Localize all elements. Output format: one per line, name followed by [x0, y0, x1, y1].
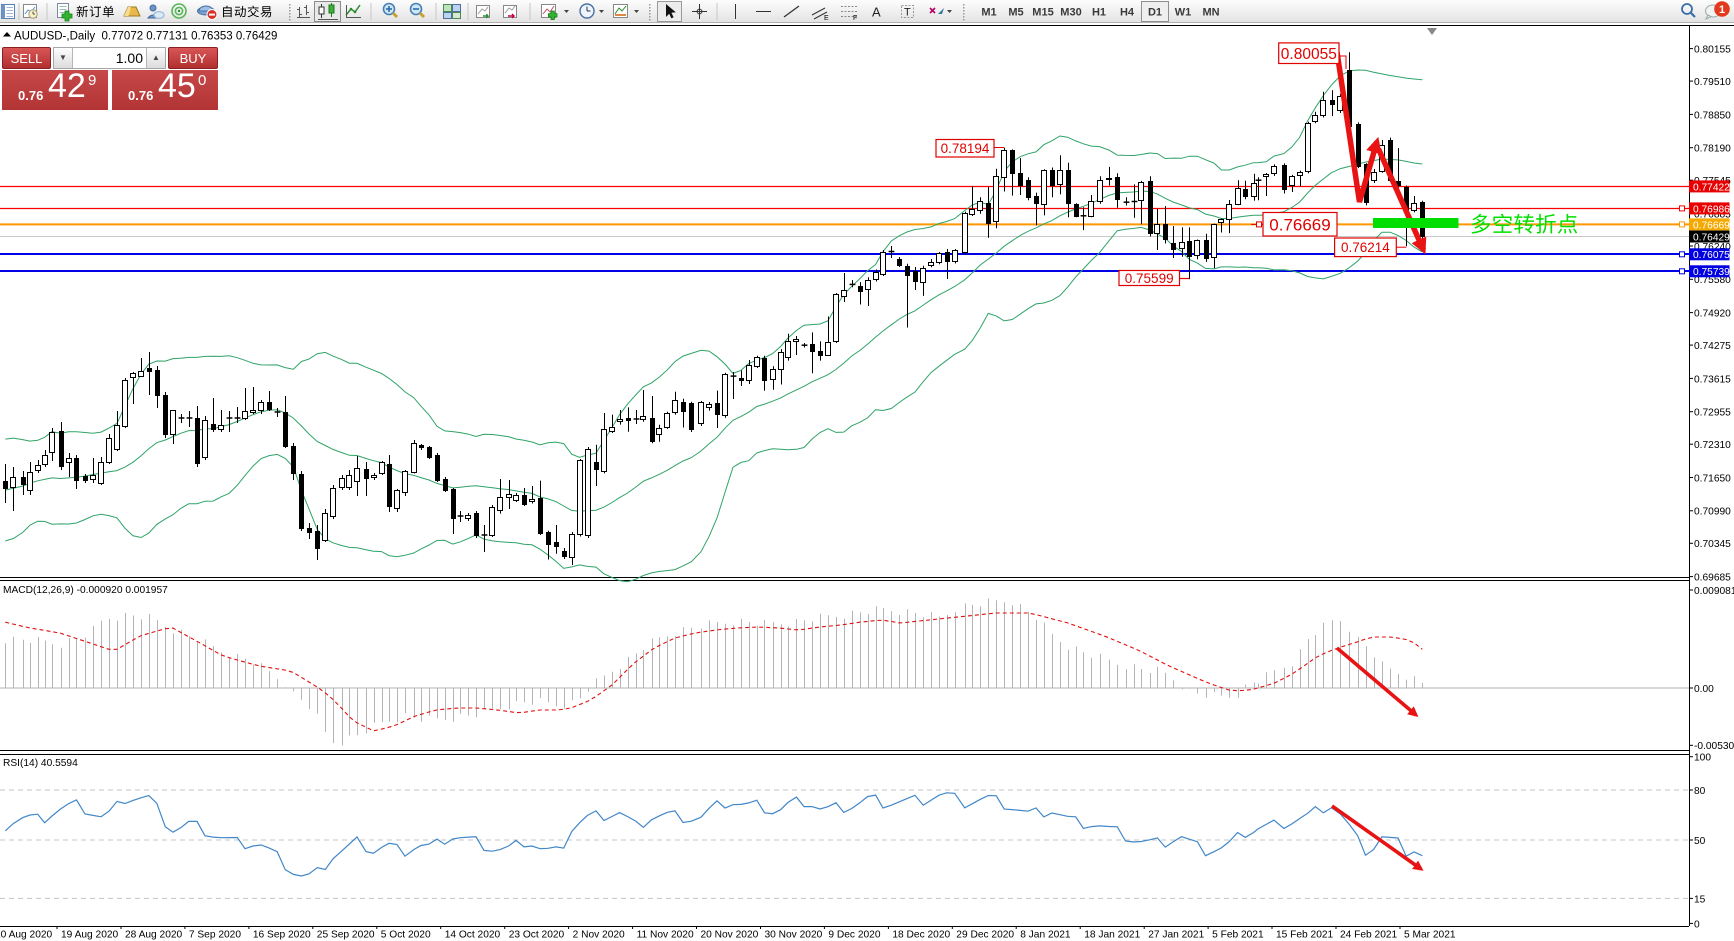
svg-text:A: A	[872, 5, 881, 20]
svg-text:H1: H1	[1092, 7, 1106, 19]
svg-text:0.77422: 0.77422	[1693, 182, 1730, 193]
svg-text:0.76075: 0.76075	[1693, 250, 1730, 261]
svg-text:0.76214: 0.76214	[1341, 240, 1390, 255]
svg-text:0.80155: 0.80155	[1694, 45, 1731, 56]
svg-text:18 Jan 2021: 18 Jan 2021	[1084, 930, 1140, 941]
svg-text:0: 0	[1694, 919, 1700, 930]
svg-text:0.75580: 0.75580	[1694, 275, 1731, 286]
svg-text:AUDUSD-,Daily 0.77072 0.77131: AUDUSD-,Daily 0.77072 0.77131 0.76353 0.…	[14, 31, 277, 43]
svg-text:M1: M1	[981, 7, 996, 19]
svg-text:MACD(12,26,9) -0.000920 0.0019: MACD(12,26,9) -0.000920 0.001957	[3, 585, 168, 596]
svg-text:0.00: 0.00	[1694, 684, 1714, 695]
svg-text:25 Sep 2020: 25 Sep 2020	[317, 930, 375, 941]
svg-text:80: 80	[1694, 786, 1706, 797]
svg-text:0.76669: 0.76669	[1693, 220, 1730, 231]
svg-text:15: 15	[1694, 894, 1706, 905]
svg-text:M30: M30	[1060, 7, 1081, 19]
svg-text:0.78190: 0.78190	[1694, 144, 1731, 155]
svg-text:0.76429: 0.76429	[1693, 232, 1730, 243]
svg-text:9 Dec 2020: 9 Dec 2020	[828, 930, 880, 941]
svg-text:11 Nov 2020: 11 Nov 2020	[637, 930, 694, 941]
svg-text:0.76669: 0.76669	[1269, 215, 1330, 234]
svg-text:50: 50	[1694, 836, 1706, 847]
svg-text:T: T	[904, 7, 911, 19]
svg-text:0.70345: 0.70345	[1694, 539, 1731, 550]
svg-text:1: 1	[1719, 4, 1725, 16]
svg-text:H4: H4	[1120, 7, 1135, 19]
svg-text:0.75599: 0.75599	[1125, 271, 1174, 286]
svg-text:0.76240: 0.76240	[1694, 242, 1731, 253]
svg-text:0.72955: 0.72955	[1694, 408, 1731, 419]
svg-text:0.76986: 0.76986	[1693, 204, 1730, 215]
svg-text:5 Oct 2020: 5 Oct 2020	[381, 930, 431, 941]
svg-text:5 Feb 2021: 5 Feb 2021	[1212, 930, 1264, 941]
svg-text:28 Aug 2020: 28 Aug 2020	[125, 930, 183, 941]
svg-text:14 Oct 2020: 14 Oct 2020	[445, 930, 501, 941]
svg-text:0.70990: 0.70990	[1694, 507, 1731, 518]
svg-text:30 Nov 2020: 30 Nov 2020	[765, 930, 823, 941]
svg-text:10 Aug 2020: 10 Aug 2020	[0, 930, 53, 941]
svg-text:-0.005306: -0.005306	[1694, 741, 1734, 752]
svg-text:0.80055: 0.80055	[1281, 46, 1337, 63]
svg-text:0.75739: 0.75739	[1693, 267, 1730, 278]
svg-text:0.76885: 0.76885	[1694, 209, 1731, 220]
svg-text:M15: M15	[1032, 7, 1053, 19]
svg-text:20 Nov 2020: 20 Nov 2020	[701, 930, 759, 941]
svg-text:0.72310: 0.72310	[1694, 440, 1731, 451]
svg-text:27 Jan 2021: 27 Jan 2021	[1148, 930, 1204, 941]
svg-text:0.69685: 0.69685	[1694, 573, 1731, 584]
svg-text:24 Feb 2021: 24 Feb 2021	[1340, 930, 1398, 941]
svg-text:MN: MN	[1202, 7, 1219, 19]
svg-text:M5: M5	[1008, 7, 1023, 19]
svg-text:W1: W1	[1175, 7, 1192, 19]
svg-text:0.71650: 0.71650	[1694, 473, 1731, 484]
svg-text:0.78194: 0.78194	[941, 141, 990, 156]
svg-text:RSI(14) 40.5594: RSI(14) 40.5594	[3, 758, 78, 769]
svg-text:18 Dec 2020: 18 Dec 2020	[892, 930, 950, 941]
svg-text:5 Mar 2021: 5 Mar 2021	[1404, 930, 1456, 941]
svg-text:16 Sep 2020: 16 Sep 2020	[253, 930, 311, 941]
svg-text:0.78850: 0.78850	[1694, 110, 1731, 121]
svg-text:7 Sep 2020: 7 Sep 2020	[189, 930, 241, 941]
svg-text:100: 100	[1694, 753, 1711, 764]
svg-text:0.74275: 0.74275	[1694, 341, 1731, 352]
svg-text:0.73615: 0.73615	[1694, 374, 1731, 385]
svg-text:2 Nov 2020: 2 Nov 2020	[573, 930, 625, 941]
svg-text:D1: D1	[1148, 7, 1162, 19]
svg-text:E: E	[824, 15, 829, 22]
svg-text:F: F	[853, 15, 857, 22]
svg-text:0.74920: 0.74920	[1694, 309, 1731, 320]
svg-text:15 Feb 2021: 15 Feb 2021	[1276, 930, 1334, 941]
svg-text:8 Jan 2021: 8 Jan 2021	[1020, 930, 1071, 941]
svg-text:19 Aug 2020: 19 Aug 2020	[61, 930, 119, 941]
svg-text:0.009081: 0.009081	[1694, 586, 1734, 597]
svg-text:29 Dec 2020: 29 Dec 2020	[956, 930, 1014, 941]
svg-text:0.79510: 0.79510	[1694, 77, 1731, 88]
svg-text:23 Oct 2020: 23 Oct 2020	[509, 930, 565, 941]
